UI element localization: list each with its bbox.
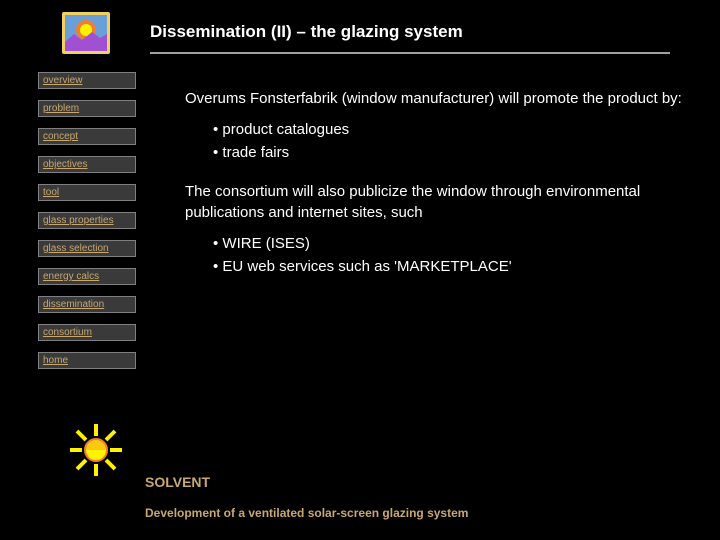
sidebar-item-glass-selection[interactable]: glass selection bbox=[38, 240, 136, 257]
sidebar: overview problem concept objectives tool… bbox=[38, 72, 136, 380]
title-divider bbox=[150, 52, 670, 54]
bullet-list-2: • WIRE (ISES) • EU web services such as … bbox=[213, 233, 690, 277]
sidebar-item-consortium[interactable]: consortium bbox=[38, 324, 136, 341]
logo-top-icon bbox=[62, 12, 110, 54]
sidebar-item-glass-properties[interactable]: glass properties bbox=[38, 212, 136, 229]
sidebar-item-problem[interactable]: problem bbox=[38, 100, 136, 117]
paragraph-2: The consortium will also publicize the w… bbox=[185, 181, 690, 223]
page-title: Dissemination (II) – the glazing system bbox=[150, 22, 690, 48]
bullet-item: • trade fairs bbox=[213, 142, 690, 163]
title-area: Dissemination (II) – the glazing system bbox=[150, 22, 690, 54]
sidebar-item-energy-calcs[interactable]: energy calcs bbox=[38, 268, 136, 285]
footer-subtitle: Development of a ventilated solar-screen… bbox=[145, 506, 468, 520]
sidebar-item-tool[interactable]: tool bbox=[38, 184, 136, 201]
footer-title: SOLVENT bbox=[145, 474, 468, 490]
bullet-item: • WIRE (ISES) bbox=[213, 233, 690, 254]
sun-icon bbox=[68, 422, 124, 478]
bullet-item: • EU web services such as 'MARKETPLACE' bbox=[213, 256, 690, 277]
sidebar-item-overview[interactable]: overview bbox=[38, 72, 136, 89]
sidebar-item-dissemination[interactable]: dissemination bbox=[38, 296, 136, 313]
content-area: Overums Fonsterfabrik (window manufactur… bbox=[185, 88, 690, 295]
footer-area: SOLVENT Development of a ventilated sola… bbox=[145, 474, 468, 520]
bullet-list-1: • product catalogues • trade fairs bbox=[213, 119, 690, 163]
sidebar-item-home[interactable]: home bbox=[38, 352, 136, 369]
sidebar-item-objectives[interactable]: objectives bbox=[38, 156, 136, 173]
paragraph-1: Overums Fonsterfabrik (window manufactur… bbox=[185, 88, 690, 109]
bullet-item: • product catalogues bbox=[213, 119, 690, 140]
sidebar-item-concept[interactable]: concept bbox=[38, 128, 136, 145]
